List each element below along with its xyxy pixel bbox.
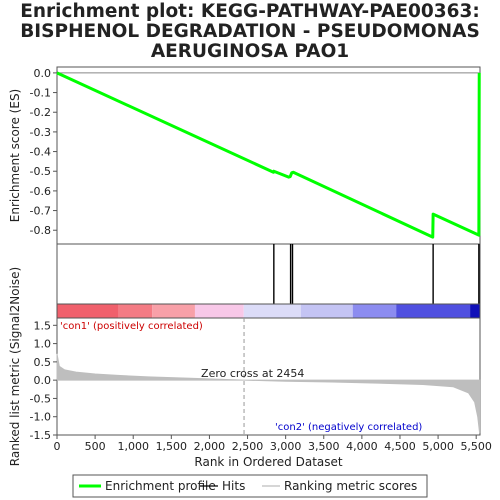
x-tick-label: 3,000 <box>270 440 302 453</box>
es-y-tick-label: -0.8 <box>30 224 51 237</box>
metric-panel: Zero cross at 2454 'con1' (positively cor… <box>8 267 481 466</box>
metric-y-tick-label: -1.5 <box>30 429 51 442</box>
es-y-tick-label: -0.5 <box>30 165 51 178</box>
positive-correlation-label: 'con1' (positively correlated) <box>60 321 203 332</box>
x-tick-label: 1,000 <box>117 440 149 453</box>
color-bar-segment <box>118 304 153 318</box>
ranking-metric-area <box>56 353 481 434</box>
color-bar-segment <box>57 304 119 318</box>
x-axis-label: Rank in Ordered Dataset <box>194 455 342 469</box>
es-y-tick-label: -0.1 <box>30 87 51 100</box>
metric-y-tick-label: -1.0 <box>30 411 51 424</box>
es-y-tick-label: -0.2 <box>30 106 51 119</box>
color-bar-segment <box>396 304 471 318</box>
x-axis: 0 500 1,000 1,500 2,000 2,500 3,000 3,500 4,000 4… <box>54 435 492 469</box>
color-bar-panel <box>56 303 481 319</box>
color-bar-segment <box>352 304 397 318</box>
es-y-axis-label: Enrichment score (ES) <box>8 89 22 222</box>
legend-box <box>72 474 428 498</box>
x-tick-label: 3,500 <box>308 440 340 453</box>
x-tick-label: 5,500 <box>460 440 492 453</box>
chart-title-line-2: BISPHENOL DEGRADATION - PSEUDOMONAS <box>20 21 480 42</box>
metric-y-axis-label: Ranked list metric (Signal2Noise) <box>8 267 22 466</box>
enrichment-profile-line <box>56 71 481 239</box>
legend-label: Enrichment profile <box>105 479 216 493</box>
es-y-tick-label: -0.6 <box>30 185 51 198</box>
metric-y-tick-label: -0.5 <box>30 392 51 405</box>
x-tick-label: 4,000 <box>346 440 378 453</box>
negative-correlation-label: 'con2' (negatively correlated) <box>275 422 422 433</box>
chart-title-line-1: Enrichment plot: KEGG-PATHWAY-PAE00363: <box>20 1 480 22</box>
es-panel: 0.0 -0.1 -0.2 -0.3 -0.4 -0.5 -0.6 -0.7 -0.8 Enric… <box>8 66 481 245</box>
x-tick-label: 0 <box>54 440 61 453</box>
chart-title-line-3: AERUGINOSA PAO1 <box>150 41 350 62</box>
x-tick-label: 2,500 <box>232 440 264 453</box>
x-tick-label: 4,500 <box>384 440 416 453</box>
color-bar-segment <box>300 304 353 318</box>
legend-label: Hits <box>222 479 245 493</box>
metric-y-tick-label: 1.5 <box>34 319 52 332</box>
hits-panel <box>56 243 481 305</box>
metric-y-tick-label: 0.5 <box>34 356 52 369</box>
zero-cross-label: Zero cross at 2454 <box>201 367 304 380</box>
metric-y-tick-label: 0.0 <box>34 374 52 387</box>
hits-frame <box>56 243 481 305</box>
x-tick-label: 1,500 <box>156 440 188 453</box>
color-bar-segment <box>470 304 480 318</box>
chart-title: Enrichment plot: KEGG-PATHWAY-PAE00363: … <box>0 2 500 62</box>
legend: Enrichment profile Hits Ranking metric sco… <box>72 474 428 498</box>
x-tick-label: 5,000 <box>422 440 454 453</box>
es-y-tick-label: 0.0 <box>34 67 52 80</box>
es-y-tick-label: -0.7 <box>30 205 51 218</box>
color-bar-segment <box>243 304 301 318</box>
color-bar-segment <box>152 304 195 318</box>
es-plot-frame <box>56 66 481 245</box>
x-tick-label: 2,000 <box>194 440 226 453</box>
metric-y-tick-label: 1.0 <box>34 338 52 351</box>
es-y-tick-label: -0.3 <box>30 126 51 139</box>
color-bar-segment <box>194 304 244 318</box>
es-y-tick-label: -0.4 <box>30 146 51 159</box>
x-tick-label: 500 <box>85 440 106 453</box>
legend-label: Ranking metric scores <box>284 479 417 493</box>
